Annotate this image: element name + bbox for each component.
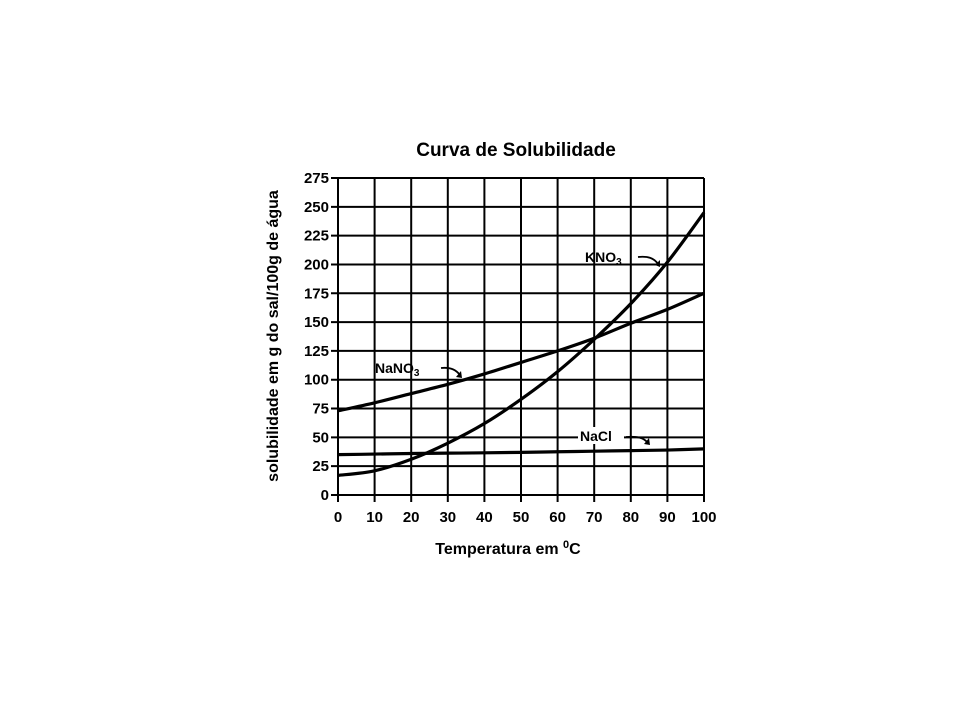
grid: [331, 177, 705, 502]
x-tick-label: 90: [659, 509, 676, 526]
y-tick-label: 150: [304, 314, 329, 331]
arrow-icon: [637, 255, 659, 265]
x-tick-label: 70: [586, 509, 603, 526]
curve-kno3: [337, 211, 706, 477]
arrowhead-icon: [655, 260, 660, 267]
y-tick-label: 25: [312, 458, 329, 475]
y-tick-label: 75: [312, 401, 329, 418]
curve-nano3: [337, 291, 705, 413]
curve-nacl: [337, 447, 705, 457]
x-tick-label: 30: [439, 509, 456, 526]
svg-text:NaCl: NaCl: [580, 428, 612, 444]
x-tick-label: 20: [403, 509, 420, 526]
x-axis-label: Temperatura em 0C: [435, 539, 581, 558]
chart-title: Curva de Solubilidade: [416, 140, 616, 161]
x-tick-label: 0: [334, 509, 342, 526]
y-tick-label: 0: [321, 487, 329, 504]
y-axis-ticks: 0 25 50 75 100 125 150 175 200 225 250 275: [304, 170, 329, 504]
x-tick-label: 60: [549, 509, 566, 526]
y-tick-label: 50: [312, 429, 329, 446]
y-tick-label: 275: [304, 170, 329, 187]
x-tick-label: 80: [622, 509, 639, 526]
svg-text:NaNO3: NaNO3: [375, 360, 420, 379]
y-tick-label: 100: [304, 372, 329, 389]
label-nano3: NaNO3: [375, 360, 462, 379]
curves: [337, 211, 706, 477]
label-nacl: NaCl: [578, 427, 650, 445]
x-tick-label: 50: [513, 509, 530, 526]
y-tick-label: 175: [304, 285, 329, 302]
svg-text:KNO3: KNO3: [585, 249, 622, 268]
x-tick-label: 40: [476, 509, 493, 526]
arrowhead-icon: [644, 438, 650, 445]
y-tick-label: 125: [304, 343, 329, 360]
label-kno3: KNO3: [585, 249, 660, 268]
y-tick-label: 225: [304, 228, 329, 245]
arrowhead-icon: [456, 371, 462, 378]
arrow-icon: [440, 366, 461, 376]
x-tick-label: 100: [691, 509, 716, 526]
y-tick-label: 250: [304, 199, 329, 216]
x-axis-ticks: 0 10 20 30 40 50 60 70 80 90 100: [334, 509, 717, 526]
y-tick-label: 200: [304, 256, 329, 273]
x-tick-label: 10: [366, 509, 383, 526]
y-axis-label: solubilidade em g do sal/100g de água: [265, 190, 282, 482]
